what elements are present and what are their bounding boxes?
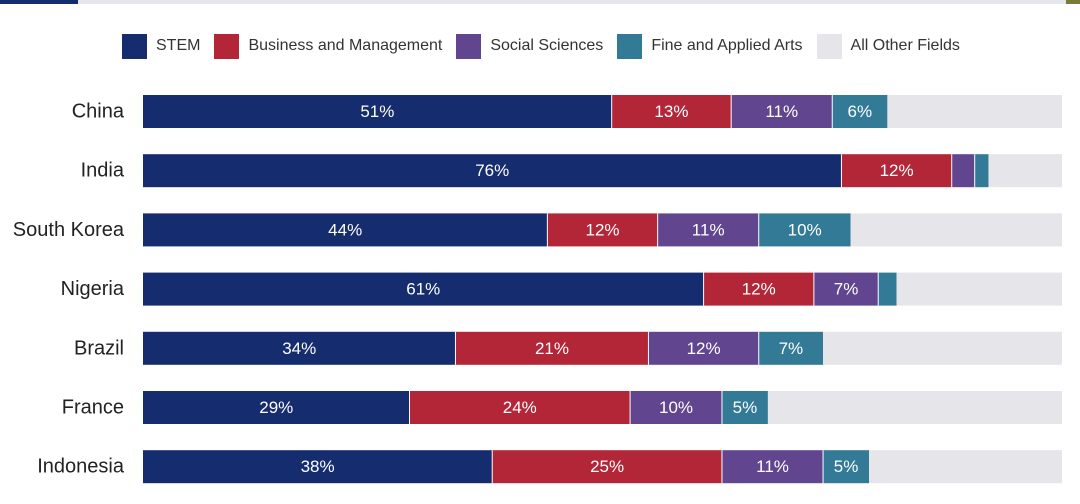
data-label-south-korea-stem: 44% [328, 220, 362, 239]
bar-india-fine-and-applied-arts [974, 154, 989, 188]
data-label-china-fine-and-applied-arts: 6% [848, 102, 873, 121]
bar-brazil-all-other-fields [823, 331, 1062, 365]
category-label-indonesia: Indonesia [37, 456, 125, 478]
legend-label-fine-arts: Fine and Applied Arts [651, 37, 803, 54]
bar-india-all-other-fields [988, 154, 1062, 188]
bar-nigeria-business-and-management [703, 272, 814, 306]
data-label-china-business-and-management: 13% [654, 102, 688, 121]
bar-brazil-stem [143, 331, 456, 365]
data-label-nigeria-business-and-management: 12% [742, 280, 776, 299]
data-label-brazil-stem: 34% [282, 339, 316, 358]
top-strip-corner [1066, 0, 1080, 4]
legend-swatch-business [214, 33, 240, 59]
top-strip [0, 0, 1080, 4]
bar-indonesia-business-and-management [492, 450, 722, 484]
data-label-indonesia-social-sciences: 11% [756, 457, 789, 476]
data-label-china-stem: 51% [360, 102, 394, 121]
legend: STEM Business and Management Social Scie… [122, 33, 974, 59]
top-strip-accent [0, 0, 78, 4]
data-label-south-korea-social-sciences: 11% [692, 220, 725, 239]
bar-nigeria-fine-and-applied-arts [878, 272, 897, 306]
data-label-india-business-and-management: 12% [880, 161, 914, 180]
bar-china-stem [143, 95, 612, 128]
legend-label-stem: STEM [156, 37, 201, 54]
bar-france-fine-and-applied-arts [721, 391, 768, 424]
legend-item-stem: STEM [122, 33, 201, 59]
legend-label-social-sciences: Social Sciences [490, 37, 604, 54]
bar-indonesia-social-sciences [721, 450, 824, 484]
data-label-nigeria-social-sciences: 7% [834, 280, 859, 299]
data-label-indonesia-business-and-management: 25% [590, 457, 624, 476]
data-label-south-korea-fine-and-applied-arts: 10% [788, 220, 822, 239]
data-label-brazil-business-and-management: 21% [535, 339, 569, 358]
bar-nigeria-stem [143, 272, 704, 306]
bar-south-korea-fine-and-applied-arts [758, 213, 851, 247]
data-label-china-social-sciences: 11% [765, 102, 798, 121]
bar-nigeria-all-other-fields [896, 272, 1062, 306]
data-label-nigeria-stem: 61% [406, 280, 440, 299]
data-label-indonesia-fine-and-applied-arts: 5% [834, 457, 859, 476]
data-label-france-fine-and-applied-arts: 5% [733, 398, 758, 417]
data-label-india-stem: 76% [475, 161, 509, 180]
bar-indonesia-fine-and-applied-arts [823, 450, 870, 484]
bar-indonesia-all-other-fields [869, 450, 1062, 484]
legend-item-social-sciences: Social Sciences [456, 33, 604, 59]
bar-indonesia-stem [143, 450, 493, 484]
bar-india-business-and-management [841, 154, 952, 188]
bar-south-korea-stem [143, 213, 548, 247]
bar-china-social-sciences [731, 95, 833, 128]
bar-france-all-other-fields [767, 391, 1062, 424]
bar-india-social-sciences [951, 154, 975, 188]
legend-label-other: All Other Fields [850, 37, 960, 54]
category-label-france: France [62, 397, 124, 419]
bar-france-social-sciences [630, 391, 722, 424]
bar-china-fine-and-applied-arts [832, 95, 888, 128]
bar-china-business-and-management [611, 95, 732, 128]
bar-south-korea-business-and-management [547, 213, 658, 247]
data-label-france-social-sciences: 10% [659, 398, 693, 417]
bar-brazil-business-and-management [455, 331, 649, 365]
bar-france-business-and-management [409, 391, 631, 424]
bar-china-all-other-fields [887, 95, 1062, 128]
legend-item-fine-arts: Fine and Applied Arts [617, 33, 803, 59]
data-label-indonesia-stem: 38% [301, 457, 335, 476]
bar-france-stem [143, 391, 410, 424]
data-label-france-stem: 29% [259, 398, 293, 417]
bar-south-korea-all-other-fields [850, 213, 1062, 247]
data-label-france-business-and-management: 24% [503, 398, 537, 417]
data-label-brazil-fine-and-applied-arts: 7% [779, 339, 804, 358]
bar-india-stem [143, 154, 842, 188]
legend-label-business: Business and Management [248, 37, 443, 54]
category-label-india: India [81, 160, 125, 182]
bar-brazil-fine-and-applied-arts [758, 331, 824, 365]
legend-item-business: Business and Management [214, 33, 443, 59]
data-label-south-korea-business-and-management: 12% [585, 220, 619, 239]
bar-nigeria-social-sciences [813, 272, 879, 306]
legend-swatch-social-sciences [456, 33, 482, 59]
category-label-nigeria: Nigeria [61, 278, 125, 300]
category-label-south-korea: South Korea [13, 219, 125, 241]
legend-swatch-stem [122, 33, 147, 59]
category-label-brazil: Brazil [74, 337, 124, 359]
legend-swatch-other [816, 33, 842, 59]
bar-brazil-social-sciences [648, 331, 759, 365]
legend-item-other: All Other Fields [816, 33, 960, 59]
category-label-china: China [72, 101, 125, 123]
data-label-brazil-social-sciences: 12% [687, 339, 721, 358]
bar-south-korea-social-sciences [657, 213, 759, 247]
legend-swatch-fine-arts [617, 33, 643, 59]
